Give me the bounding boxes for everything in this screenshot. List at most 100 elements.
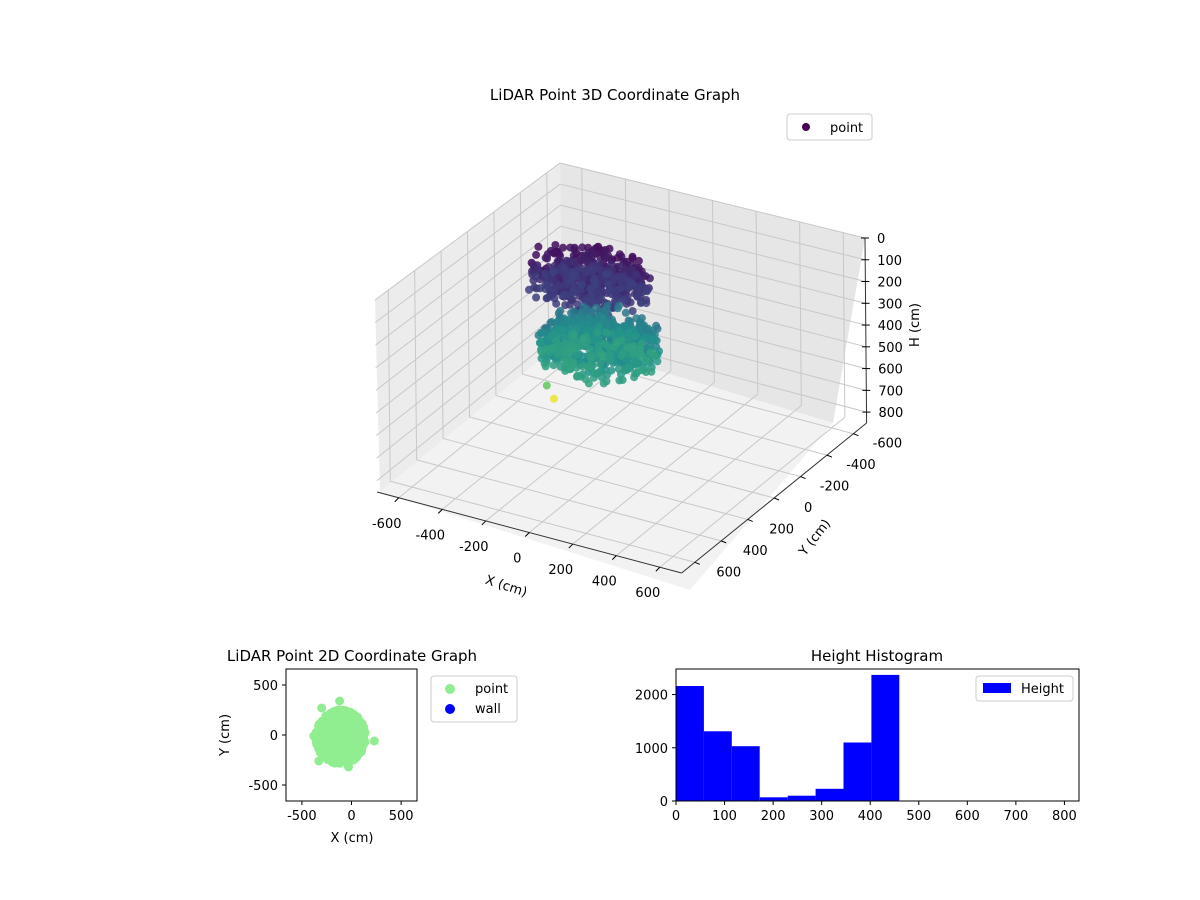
point-2d [343, 710, 353, 720]
point-2d [323, 724, 332, 734]
point-3d [589, 368, 598, 377]
x-tick-3d [524, 532, 530, 537]
grid-line-floor-y [416, 459, 722, 542]
grid-line-wall-y [712, 200, 715, 383]
point-3d [541, 269, 550, 278]
point-3d [647, 367, 656, 376]
point-3d [570, 331, 579, 340]
point-3d [617, 351, 626, 360]
y-tick-label-histogram: 0 [660, 795, 668, 810]
point-3d [569, 251, 578, 260]
point-3d [593, 328, 602, 337]
grid-line-floor-y [522, 373, 828, 456]
grid-line-floor-y [442, 437, 748, 520]
point-3d [628, 307, 637, 316]
legend-label-point-3d: point [830, 121, 863, 136]
point-3d [554, 309, 563, 318]
point-3d [598, 316, 607, 325]
histogram-bar [731, 746, 760, 801]
chart-3d-title: LiDAR Point 3D Coordinate Graph [490, 86, 740, 104]
chart-histogram: Height Histogram 0 100 200 300 400 500 600 700 8… [635, 647, 1080, 824]
point-3d [625, 283, 634, 292]
x-tick-3d [611, 555, 617, 560]
point-3d [597, 294, 606, 303]
point-2d [346, 755, 356, 765]
point-3d [587, 354, 596, 363]
point-3d [603, 253, 612, 262]
x-tick-label-3d: -600 [372, 517, 402, 532]
point-3d [567, 318, 575, 327]
point-2d [353, 712, 362, 722]
point-2d [314, 756, 324, 766]
legend-marker-height [983, 683, 1011, 693]
grid-line-wall-x [387, 290, 391, 482]
x-tick-label-2d: 0 [347, 809, 355, 824]
point-3d [549, 361, 558, 370]
grid-line-wall-x-h [375, 225, 562, 369]
point-3d [525, 285, 533, 294]
histogram-bars [676, 674, 900, 801]
y-tick-3d [800, 476, 806, 480]
grid-line-wall-y-h [560, 204, 866, 283]
z-axis-ticks-3d: 0 100 200 300 400 500 600 700 800 [861, 232, 903, 421]
x-tick-label-3d: -400 [416, 528, 446, 543]
axis-line-3d [864, 237, 868, 424]
x-axis-ticks-2d: -500 0 500 [287, 801, 414, 824]
x-tick-label-histogram: 400 [858, 809, 883, 824]
y-tick-3d [826, 454, 833, 458]
point-3d [585, 345, 594, 354]
y-tick-label-2d: 500 [253, 679, 278, 694]
point-3d [617, 262, 625, 271]
point-3d [531, 272, 540, 281]
point-3d [552, 337, 561, 346]
point-3d [584, 379, 593, 388]
legend-marker-point-3d [802, 123, 810, 131]
x-tick-label-3d: 0 [513, 552, 521, 567]
histogram-title: Height Histogram [811, 647, 943, 665]
point-3d [614, 365, 623, 373]
y-tick-label-3d: -600 [873, 437, 903, 452]
y-tick-label-histogram: 2000 [635, 689, 668, 704]
point-2d [333, 736, 343, 746]
point-3d [534, 265, 543, 274]
point-3d [555, 282, 564, 290]
histogram-frame [675, 668, 1080, 802]
y-tick-label-2d: 0 [270, 729, 278, 744]
grid-line-wall-x [467, 231, 470, 418]
point-3d [560, 333, 569, 342]
x-tick-label-2d: -500 [287, 809, 317, 824]
grid-line-floor-y [469, 416, 775, 499]
point-3d [639, 271, 647, 280]
point-3d [549, 285, 558, 294]
point-2d [335, 696, 345, 706]
point-3d [559, 243, 567, 252]
z-tick-label-3d: 200 [877, 276, 902, 291]
point-3d [599, 379, 608, 388]
point-3d [578, 243, 587, 252]
x-tick-label-3d: 400 [592, 575, 617, 590]
point-3d [632, 270, 641, 279]
y-tick-3d [853, 433, 859, 437]
point-3d [584, 362, 593, 371]
point-2d [344, 762, 353, 772]
point-3d [625, 329, 633, 338]
point-3d [551, 241, 560, 249]
point-2d [309, 731, 319, 741]
point-3d [547, 318, 556, 326]
z-axis-label-3d: H (cm) [908, 303, 923, 347]
point-3d [558, 326, 567, 335]
y-tick-label-3d: -400 [846, 458, 876, 473]
legend-label-wall-2d: wall [475, 702, 501, 717]
legend-marker-wall-2d [445, 704, 455, 714]
grid-line-wall-x-h [376, 331, 563, 482]
point-3d [561, 301, 570, 310]
point-3d [541, 280, 550, 289]
point-3d [589, 275, 598, 284]
z-tick-label-3d: 300 [878, 297, 903, 312]
point-3d [550, 394, 558, 403]
x-tick-label-3d: 600 [635, 586, 660, 601]
grid-line-floor-y [390, 480, 695, 563]
z-tick-label-3d: 800 [879, 406, 904, 421]
point-3d [547, 343, 556, 352]
